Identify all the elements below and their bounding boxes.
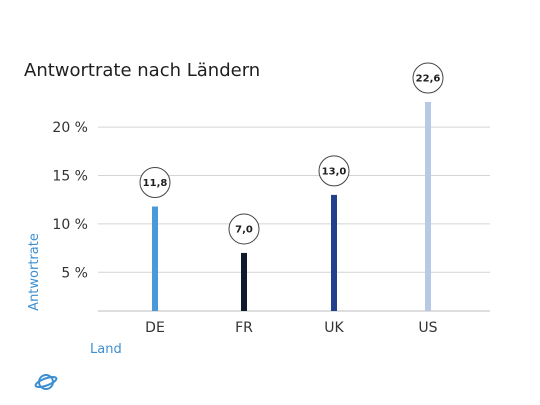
- y-tick-label: 20 %: [52, 120, 88, 136]
- data-label-bubble: [318, 155, 350, 187]
- y-axis-ticks: 5 % 10 % 15 % 20 %: [52, 120, 88, 281]
- bars: [152, 102, 431, 311]
- data-label: 22,6: [412, 62, 444, 94]
- data-label-text: 13,0: [322, 166, 347, 177]
- data-label: 7,0: [228, 213, 260, 245]
- chart-title: Antwortrate nach Ländern: [24, 60, 261, 81]
- data-label-text: 22,6: [416, 74, 441, 85]
- x-tick-label: UK: [324, 320, 344, 336]
- y-axis-label: Antwortrate: [27, 233, 42, 311]
- data-label-text: 11,8: [143, 178, 168, 189]
- bar: [331, 194, 337, 311]
- x-axis-ticks: DE FR UK US: [145, 320, 437, 336]
- bar: [241, 252, 247, 311]
- y-tick-label: 10 %: [52, 217, 88, 233]
- data-labels: 11,8 7,0 13,0 22,6: [139, 62, 444, 245]
- planet-icon: [34, 374, 58, 390]
- x-tick-label: US: [418, 320, 437, 336]
- y-tick-label: 15 %: [52, 169, 88, 185]
- gridlines: [98, 126, 490, 312]
- y-tick-label: 5 %: [61, 265, 88, 281]
- x-axis-label: Land: [90, 342, 122, 357]
- bar: [425, 102, 431, 311]
- data-label: 11,8: [139, 167, 171, 198]
- bar: [152, 206, 158, 311]
- data-label-bubble: [412, 62, 444, 94]
- data-label-bubble: [139, 167, 171, 198]
- x-tick-label: DE: [145, 320, 165, 336]
- x-tick-label: FR: [235, 320, 253, 336]
- data-label-text: 7,0: [235, 224, 253, 235]
- data-label: 13,0: [318, 155, 350, 187]
- data-label-bubble: [228, 213, 260, 245]
